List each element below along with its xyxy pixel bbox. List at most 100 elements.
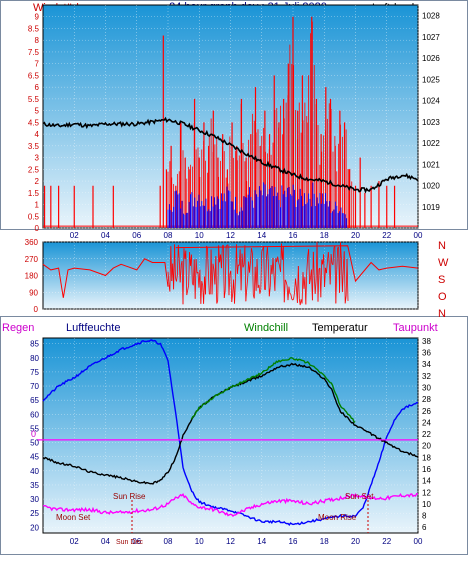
temperature-tick-label: 10 [422, 500, 431, 509]
wind-tick-labels: 00.511.522.533.544.555.566.577.588.59 [28, 13, 40, 233]
sun-rise-label: Sun Rise [113, 492, 146, 501]
compass-labels: N W S O N [438, 240, 449, 320]
sun-dec-label: Sun Dec [116, 539, 143, 546]
direction-tick-label: 360 [25, 238, 39, 247]
humidity-tick-label: 35 [30, 481, 39, 490]
wind-tick-label: 5.5 [28, 95, 40, 104]
wind-tick-label: 6.5 [28, 71, 40, 80]
x-tick-label: 20 [351, 537, 360, 546]
pressure-tick-label: 1028 [422, 12, 440, 21]
humidity-tick-label: 60 [30, 410, 39, 419]
humidity-tick-label: 75 [30, 368, 39, 377]
direction-tick-label: 90 [29, 288, 38, 297]
temperature-tick-label: 34 [422, 360, 431, 369]
x-tick-label: 04 [101, 537, 110, 546]
windchill-label: Windchill [244, 322, 288, 334]
humidity-tick-label: 65 [30, 396, 39, 405]
wind-tick-label: 6 [35, 83, 40, 92]
compass-n-top: N [438, 240, 446, 252]
x-tick-label: 18 [320, 231, 329, 240]
pressure-tick-label: 1021 [422, 160, 440, 169]
x-tick-label: 12 [226, 537, 235, 546]
temperature-tick-label: 6 [422, 523, 427, 532]
x-tick-label: 08 [164, 231, 173, 240]
humidity-tick-label: 85 [30, 340, 39, 349]
temperature-tick-label: 30 [422, 383, 431, 392]
wind-tick-label: 0.5 [28, 212, 40, 221]
x-tick-label: 10 [195, 537, 204, 546]
wind-tick-label: 5 [35, 107, 40, 116]
wind-tick-label: 2 [35, 177, 40, 186]
temperature-tick-label: 22 [422, 430, 431, 439]
temperature-tick-label: 8 [422, 512, 427, 521]
wind-tick-label: 4.5 [28, 118, 40, 127]
wind-tick-label: 2.5 [28, 165, 40, 174]
humidity-tick-label: 20 [30, 523, 39, 532]
x-tick-label: 16 [289, 537, 298, 546]
wind-tick-label: 0 [35, 224, 40, 233]
pressure-tick-label: 1019 [422, 203, 440, 212]
wind-tick-label: 8 [35, 36, 40, 45]
x-tick-label: 18 [320, 537, 329, 546]
direction-tick-label: 0 [34, 305, 39, 314]
x-tick-label: 06 [132, 231, 141, 240]
humidity-tick-label: 45 [30, 453, 39, 462]
x-tick-label: 22 [382, 231, 391, 240]
humidity-tick-label: 80 [30, 354, 39, 363]
temperature-tick-label: 32 [422, 372, 431, 381]
pressure-tick-label: 1023 [422, 118, 440, 127]
temperature-tick-label: 28 [422, 395, 431, 404]
x-tick-label: 12 [226, 231, 235, 240]
luftfeuchte-label: Luftfeuchte [66, 322, 120, 334]
wind-tick-label: 3.5 [28, 142, 40, 151]
regen-zero-label: 0 [31, 429, 36, 439]
temperature-tick-label: 12 [422, 488, 431, 497]
x-tick-label: 04 [101, 231, 110, 240]
x-tick-label: 00 [414, 537, 423, 546]
temperature-tick-label: 18 [422, 453, 431, 462]
wind-tick-label: 9 [35, 13, 40, 22]
humidity-tick-label: 25 [30, 509, 39, 518]
humidity-tick-label: 40 [30, 467, 39, 476]
compass-w: W [438, 257, 449, 269]
wind-tick-label: 7 [35, 60, 40, 69]
temperature-tick-label: 16 [422, 465, 431, 474]
pressure-tick-label: 1024 [422, 97, 440, 106]
x-tick-label: 14 [257, 231, 266, 240]
x-tick-label: 00 [414, 231, 423, 240]
x-tick-label: 20 [351, 231, 360, 240]
x-tick-label: 02 [70, 537, 79, 546]
compass-n-bottom: N [438, 308, 446, 320]
pressure-tick-label: 1022 [422, 139, 440, 148]
wind-tick-label: 8.5 [28, 24, 40, 33]
direction-segment [290, 294, 291, 295]
temperature-tick-label: 24 [422, 418, 431, 427]
humidity-tick-label: 70 [30, 382, 39, 391]
wind-tick-label: 7.5 [28, 48, 40, 57]
taupunkt-label: Taupunkt [393, 322, 438, 334]
moon-rise-label: Moon Rise [318, 513, 357, 522]
direction-tick-label: 270 [25, 255, 39, 264]
compass-o: O [438, 291, 447, 303]
pressure-tick-label: 1027 [422, 33, 440, 42]
temperature-tick-label: 26 [422, 407, 431, 416]
moon-set-label: Moon Set [56, 513, 91, 522]
temperatur-label: Temperatur [312, 322, 368, 334]
wind-tick-label: 1 [35, 201, 40, 210]
sun-set-label: Sun Set [345, 492, 374, 501]
wind-tick-label: 1.5 [28, 189, 40, 198]
temperature-tick-label: 38 [422, 337, 431, 346]
temperature-tick-label: 14 [422, 477, 431, 486]
temperature-tick-label: 20 [422, 442, 431, 451]
x-tick-label: 08 [164, 537, 173, 546]
x-tick-label: 14 [257, 537, 266, 546]
wind-tick-label: 3 [35, 154, 40, 163]
compass-s: S [438, 274, 445, 286]
x-tick-label: 10 [195, 231, 204, 240]
